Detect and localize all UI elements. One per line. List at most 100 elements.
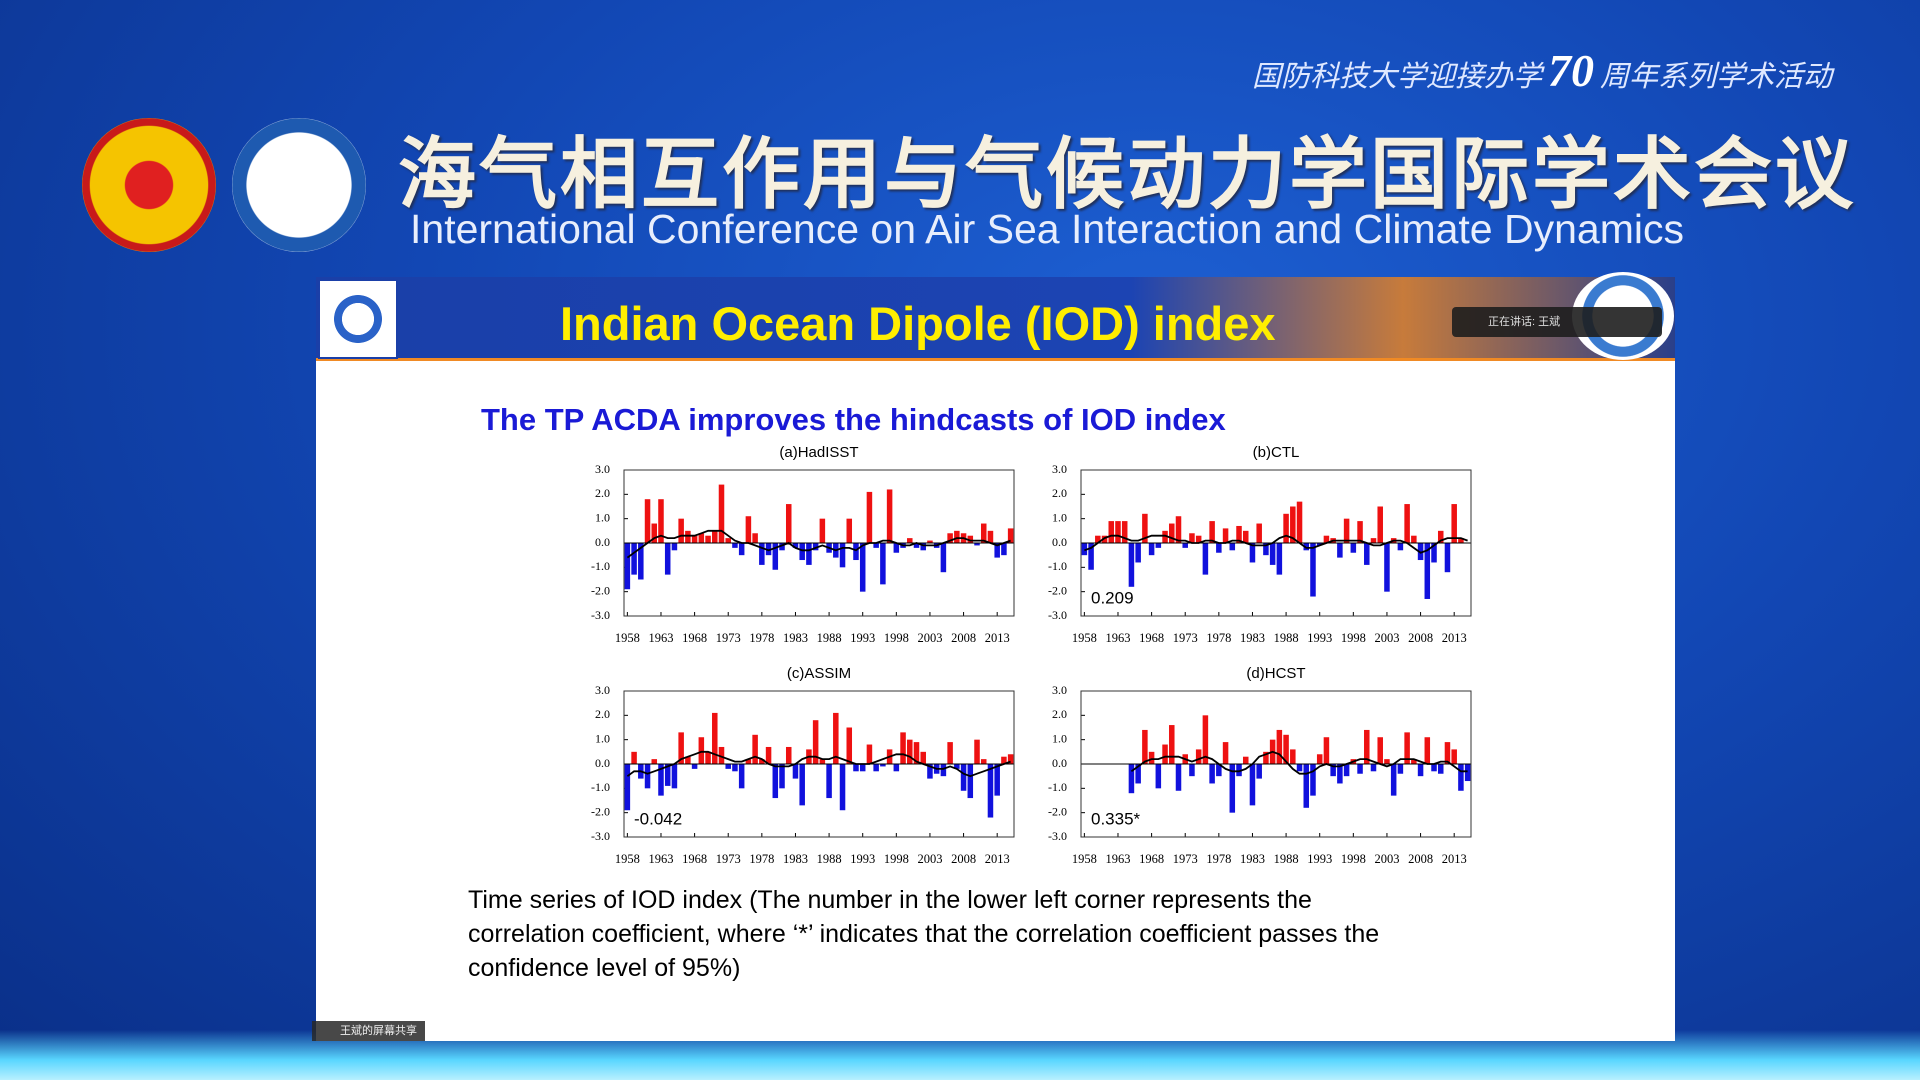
bar [785, 746, 792, 764]
bar [738, 764, 745, 789]
bar [1209, 764, 1215, 784]
y-tick-label: 2.0 [1052, 707, 1067, 721]
x-tick-label: 1978 [1206, 631, 1231, 645]
bar [1007, 528, 1014, 543]
bar [1384, 543, 1390, 592]
chart-title: (b)CTL [1253, 444, 1300, 461]
x-tick-label: 1988 [1274, 852, 1299, 866]
y-tick-label: -1.0 [1048, 559, 1067, 573]
x-tick-label: 2003 [1374, 852, 1399, 866]
bar [1411, 535, 1417, 543]
bar [1458, 538, 1464, 543]
bar [685, 530, 691, 543]
bar [1229, 543, 1236, 551]
bar [678, 732, 684, 764]
x-tick-label: 1963 [648, 631, 673, 645]
chart-title: (d)HCST [1246, 665, 1305, 682]
y-tick-label: -1.0 [591, 559, 610, 573]
x-tick-label: 1958 [615, 631, 640, 645]
bar [1121, 521, 1128, 543]
university-logo [82, 118, 216, 252]
x-tick-label: 2008 [951, 852, 976, 866]
bar [759, 759, 765, 764]
bar [1283, 513, 1289, 543]
bar [1189, 764, 1195, 777]
bar [994, 764, 1000, 796]
bar [725, 764, 731, 769]
x-tick-label: 2003 [1374, 631, 1399, 645]
bar [671, 764, 678, 789]
bar [833, 712, 839, 764]
x-tick-label: 1993 [1307, 852, 1332, 866]
bar [765, 543, 772, 556]
bar [1175, 764, 1182, 791]
bar [880, 764, 886, 767]
x-tick-label: 1963 [1105, 631, 1130, 645]
bar [1417, 543, 1424, 561]
x-tick-label: 1983 [1240, 852, 1265, 866]
bar [1195, 535, 1202, 543]
bar [913, 742, 920, 764]
plot-frame [623, 690, 1015, 838]
bar [732, 543, 738, 548]
bar [698, 533, 705, 543]
bar [1424, 543, 1431, 599]
y-tick-label: 0.0 [1052, 756, 1067, 770]
x-tick-label: 1993 [850, 852, 875, 866]
x-tick-label: 2003 [917, 631, 942, 645]
bar [853, 764, 859, 772]
bar [893, 764, 900, 772]
x-tick-label: 2008 [1408, 852, 1433, 866]
bar [819, 759, 826, 764]
x-tick-label: 1968 [1139, 631, 1164, 645]
bar [1310, 543, 1316, 597]
bar [745, 516, 752, 543]
bar [1148, 543, 1155, 556]
x-tick-label: 1993 [1307, 631, 1332, 645]
bar [846, 727, 853, 764]
bar [1444, 742, 1451, 764]
bar [691, 535, 698, 543]
bar [1377, 506, 1383, 543]
bar [718, 746, 725, 764]
bar [631, 543, 637, 575]
y-tick-label: 2.0 [1052, 486, 1067, 500]
x-tick-label: 1983 [1240, 631, 1265, 645]
x-tick-label: 1973 [716, 852, 741, 866]
series-left: 国防科技大学迎接办学 [1251, 61, 1542, 93]
y-tick-label: 2.0 [595, 486, 610, 500]
x-tick-label: 1988 [817, 852, 842, 866]
bar [664, 764, 671, 786]
bar [1142, 729, 1148, 764]
bar [1364, 543, 1370, 565]
bar [812, 543, 819, 551]
y-tick-label: -1.0 [1048, 780, 1067, 794]
x-tick-label: 1998 [1341, 631, 1366, 645]
bar [886, 489, 893, 543]
bar [1404, 504, 1410, 543]
bar [1175, 516, 1182, 543]
slide-title: Indian Ocean Dipole (IOD) index [560, 297, 1276, 350]
screen-share-label[interactable]: 王斌的屏幕共享 [312, 1021, 425, 1041]
x-tick-label: 1968 [682, 852, 707, 866]
bar [1451, 749, 1457, 764]
x-tick-label: 2003 [917, 852, 942, 866]
bar [940, 543, 947, 573]
y-tick-label: -1.0 [591, 780, 610, 794]
bar [954, 530, 960, 543]
correlation-label: 0.335* [1091, 809, 1141, 828]
x-tick-label: 1968 [1139, 852, 1164, 866]
bar [792, 764, 799, 779]
bar [1316, 754, 1323, 764]
bar [1397, 764, 1404, 774]
caption-line: confidence level of 95%) [468, 954, 741, 982]
bar [1155, 764, 1162, 789]
bar [920, 751, 926, 764]
bar [651, 759, 658, 764]
bar [658, 764, 664, 796]
bar [1303, 543, 1310, 551]
bar [1411, 759, 1417, 764]
x-tick-label: 2008 [1408, 631, 1433, 645]
bar [1316, 543, 1323, 546]
bar [644, 764, 651, 789]
